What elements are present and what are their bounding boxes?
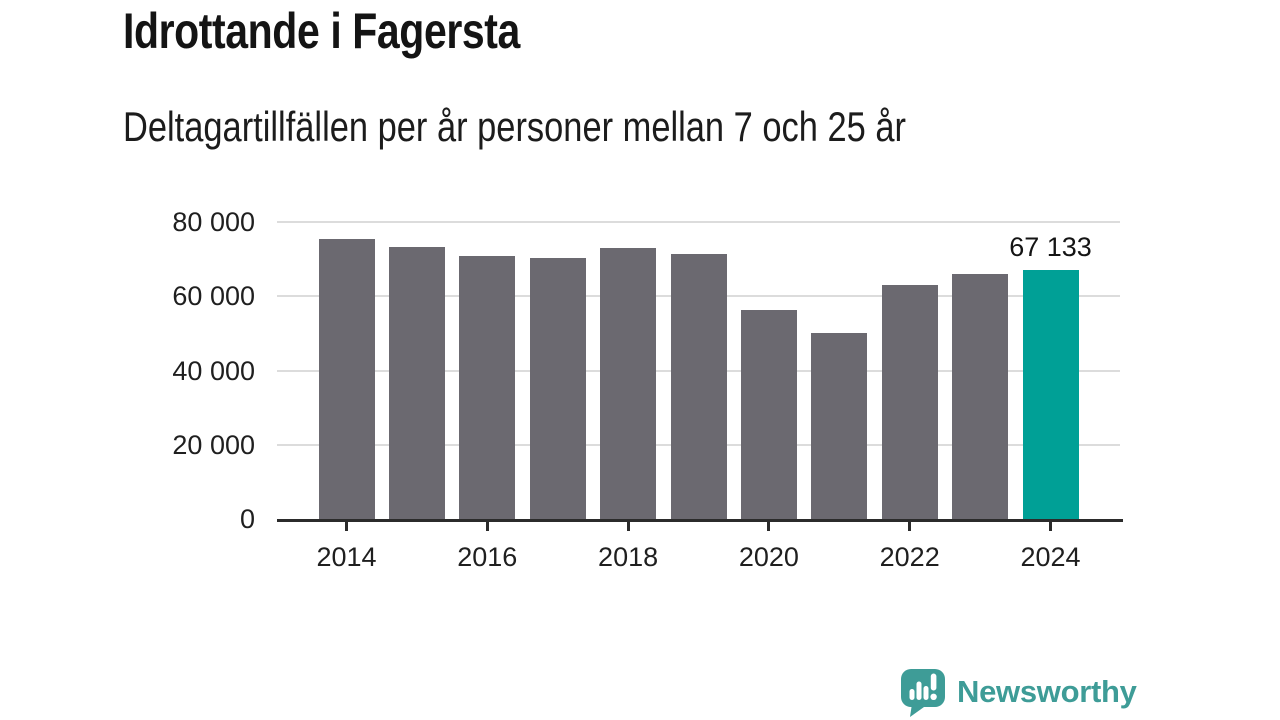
bar-2021	[811, 332, 868, 519]
x-axis-line	[277, 519, 1123, 522]
bar-value-label: 67 133	[1009, 231, 1092, 262]
newsworthy-speech-bubble-chart-icon	[901, 669, 945, 717]
x-axis-tick-label: 2022	[879, 542, 940, 572]
y-axis-tick-label: 40 000	[172, 355, 255, 386]
x-axis-tick	[345, 522, 348, 531]
x-axis-tick	[908, 522, 912, 531]
x-axis-tick-label: 2018	[598, 542, 659, 572]
newsworthy-logo-text: Newsworthy	[957, 674, 1137, 709]
y-axis-tick-label: 0	[239, 504, 255, 534]
bar-2016	[459, 255, 516, 519]
chart-title: Idrottande i Fagersta	[123, 3, 520, 59]
bar-2015	[388, 246, 445, 519]
x-axis-tick	[1049, 522, 1052, 531]
x-axis-tick-label: 2016	[457, 542, 518, 572]
bar-2023	[952, 274, 1009, 519]
x-axis-tick	[485, 522, 489, 531]
newsworthy-logo: Newsworthy	[899, 666, 1137, 718]
y-gridline	[277, 221, 1120, 223]
y-axis-tick-label: 80 000	[172, 207, 255, 237]
bar-2020	[740, 310, 797, 519]
bar-2019	[670, 253, 727, 519]
bar-2024	[1022, 269, 1079, 519]
x-axis-tick	[767, 522, 771, 531]
y-axis-tick-label: 60 000	[172, 281, 255, 312]
bar-2018	[600, 247, 657, 519]
bar-2022	[881, 284, 938, 519]
y-axis-tick-label: 20 000	[172, 429, 255, 460]
bar-2017	[529, 257, 586, 519]
x-axis-tick-label: 2024	[1020, 542, 1081, 572]
bar-2014	[318, 239, 375, 519]
x-axis-tick-label: 2020	[738, 542, 799, 572]
x-axis-tick-label: 2014	[316, 542, 377, 572]
x-axis-tick	[626, 522, 630, 531]
chart-subtitle: Deltagartillfällen per år personer mella…	[123, 103, 906, 150]
